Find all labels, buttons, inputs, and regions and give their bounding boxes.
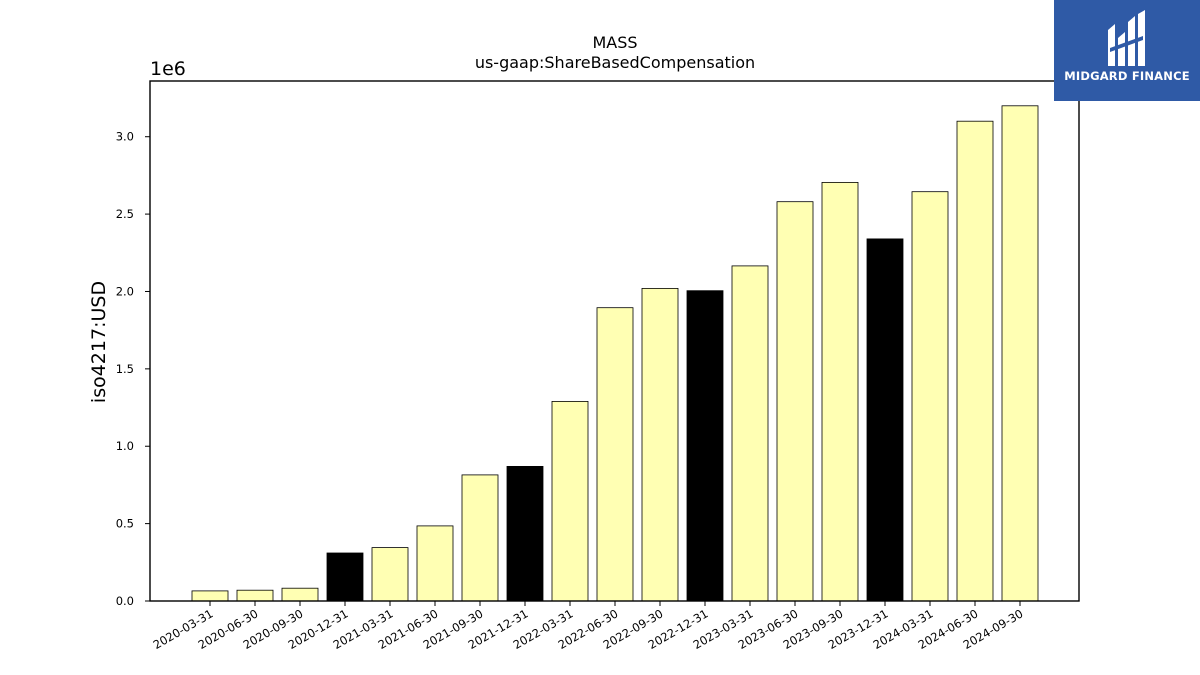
y-tick-label: 2.0 xyxy=(116,284,134,298)
bar-2024-09-30 xyxy=(1001,105,1039,602)
y-tick-label: 0.0 xyxy=(116,594,134,608)
bar-2022-03-31 xyxy=(551,400,589,602)
y-offset-label: 1e6 xyxy=(150,58,186,80)
bar-2024-03-31 xyxy=(911,191,949,602)
y-tick-label: 0.5 xyxy=(116,517,134,531)
y-axis-label: iso4217:USD xyxy=(88,281,110,403)
bar-2023-09-30 xyxy=(821,181,859,602)
bar-2020-06-30 xyxy=(236,589,274,602)
bar-2020-03-31 xyxy=(191,590,229,602)
logo-text: MIDGARD FINANCE xyxy=(1064,69,1190,83)
bar-2021-09-30 xyxy=(461,474,499,602)
bars-layer xyxy=(191,105,1039,602)
bar-2023-06-30 xyxy=(776,201,814,602)
bar-2021-12-31 xyxy=(506,465,544,602)
bar-2021-03-31 xyxy=(371,547,409,602)
bar-2024-06-30 xyxy=(956,120,994,602)
midgard-finance-logo: MIDGARD FINANCE xyxy=(1054,0,1200,101)
midgard-logo-icon xyxy=(1108,10,1145,66)
y-tick-label: 3.0 xyxy=(116,130,134,144)
chart-title: MASS xyxy=(592,33,637,52)
bar-2021-06-30 xyxy=(416,525,454,602)
bar-2022-06-30 xyxy=(596,307,634,602)
y-tick-label: 1.5 xyxy=(116,362,134,376)
bar-2020-09-30 xyxy=(281,587,319,602)
y-tick-label: 1.0 xyxy=(116,439,134,453)
chart-subtitle: us-gaap:ShareBasedCompensation xyxy=(475,53,755,72)
bar-2023-03-31 xyxy=(731,265,769,602)
x-axis-ticks: 2020-03-312020-06-302020-09-302020-12-31… xyxy=(151,601,1026,652)
bar-2020-12-31 xyxy=(326,552,364,602)
y-tick-label: 2.5 xyxy=(116,207,134,221)
bar-2022-12-31 xyxy=(686,290,724,602)
bar-2023-12-31 xyxy=(866,238,904,602)
y-axis-ticks: 0.0 0.5 1.0 1.5 2.0 2.5 3.0 xyxy=(116,130,150,608)
bar-2022-09-30 xyxy=(641,287,679,602)
plot-frame xyxy=(149,80,1080,602)
